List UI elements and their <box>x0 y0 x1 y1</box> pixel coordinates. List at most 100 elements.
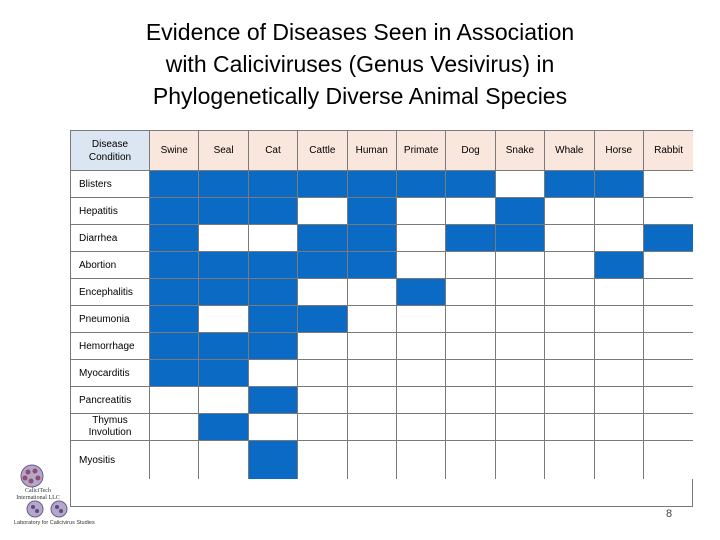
presence-cell-filled <box>199 171 249 198</box>
column-header: Swine <box>150 131 200 171</box>
row-label: Myocarditis <box>71 360 150 387</box>
logo-line-2: International LLC <box>16 495 60 501</box>
presence-cell-filled <box>248 252 299 279</box>
row-label: Abortion <box>71 252 150 279</box>
presence-cell-empty <box>396 414 447 441</box>
presence-cell-filled <box>248 171 299 198</box>
column-header: Whale <box>545 131 595 171</box>
presence-cell-filled <box>347 171 397 198</box>
presence-cell-empty <box>298 360 348 387</box>
row-label-line-1: Thymus <box>92 415 128 426</box>
title-line-1: Evidence of Diseases Seen in Association <box>145 19 575 45</box>
presence-cell-empty <box>594 414 644 441</box>
presence-cell-empty <box>396 333 447 360</box>
slide-title: Evidence of Diseases Seen in Association… <box>60 16 660 112</box>
presence-cell-empty <box>545 279 595 306</box>
presence-cell-filled <box>446 171 496 198</box>
presence-cell-empty <box>594 333 644 360</box>
presence-cell-filled <box>248 306 299 333</box>
logo-caption: CaliciTech International LLC <box>8 488 68 502</box>
presence-cell-empty <box>446 252 496 279</box>
presence-cell-empty <box>446 360 496 387</box>
presence-cell-filled <box>199 279 249 306</box>
presence-cell-empty <box>446 441 496 479</box>
presence-cell-empty <box>298 387 348 414</box>
presence-cell-empty <box>446 333 496 360</box>
presence-cell-filled <box>150 171 200 198</box>
title-line-3: Phylogenetically Diverse Animal Species <box>152 83 568 109</box>
presence-cell-empty <box>643 171 694 198</box>
presence-cell-filled <box>248 198 299 225</box>
presence-cell-empty <box>298 441 348 479</box>
presence-cell-filled <box>594 171 644 198</box>
presence-cell-empty <box>594 279 644 306</box>
presence-cell-empty <box>545 414 595 441</box>
presence-cell-empty <box>545 333 595 360</box>
presence-cell-empty <box>446 414 496 441</box>
presence-cell-filled <box>248 333 299 360</box>
presence-cell-filled <box>199 198 249 225</box>
presence-cell-empty <box>248 414 299 441</box>
virus-logo-icon <box>20 464 44 488</box>
presence-cell-filled <box>347 252 397 279</box>
row-label: Thymus Involution <box>71 414 150 441</box>
presence-cell-filled <box>298 225 348 252</box>
presence-cell-empty <box>495 441 546 479</box>
presence-cell-empty <box>150 441 200 479</box>
presence-cell-filled <box>347 225 397 252</box>
presence-cell-empty <box>396 441 447 479</box>
presence-cell-empty <box>643 279 694 306</box>
presence-cell-empty <box>396 198 447 225</box>
presence-cell-filled <box>495 198 546 225</box>
presence-cell-empty <box>199 387 249 414</box>
presence-cell-empty <box>643 414 694 441</box>
column-header: Rabbit <box>643 131 694 171</box>
presence-cell-empty <box>545 225 595 252</box>
presence-cell-empty <box>495 360 546 387</box>
column-header: Human <box>347 131 397 171</box>
presence-cell-empty <box>545 360 595 387</box>
row-label: Encephalitis <box>71 279 150 306</box>
presence-cell-empty <box>150 387 200 414</box>
presence-cell-empty <box>199 225 249 252</box>
presence-cell-empty <box>495 279 546 306</box>
presence-cell-empty <box>396 306 447 333</box>
presence-cell-empty <box>594 387 644 414</box>
presence-cell-empty <box>446 306 496 333</box>
presence-cell-filled <box>594 252 644 279</box>
presence-cell-empty <box>545 441 595 479</box>
footer-text: Laboratory for Calicivirus Studies <box>14 520 95 526</box>
presence-cell-empty <box>347 387 397 414</box>
presence-cell-filled <box>150 333 200 360</box>
presence-cell-filled <box>446 225 496 252</box>
presence-cell-filled <box>248 279 299 306</box>
row-label: Diarrhea <box>71 225 150 252</box>
presence-cell-filled <box>396 171 447 198</box>
row-label: Myositis <box>71 441 150 479</box>
presence-cell-filled <box>150 279 200 306</box>
presence-cell-empty <box>545 252 595 279</box>
presence-cell-filled <box>199 414 249 441</box>
presence-cell-empty <box>643 306 694 333</box>
presence-cell-empty <box>347 441 397 479</box>
presence-cell-empty <box>594 360 644 387</box>
column-header: Seal <box>199 131 249 171</box>
presence-cell-empty <box>347 279 397 306</box>
row-label: Blisters <box>71 171 150 198</box>
column-header: Snake <box>495 131 546 171</box>
presence-cell-empty <box>248 360 299 387</box>
row-label-line-2: Involution <box>88 427 132 438</box>
presence-cell-filled <box>150 360 200 387</box>
presence-cell-empty <box>495 252 546 279</box>
disease-species-table: Disease Condition Swine Seal Cat Cattle Huma… <box>70 130 694 507</box>
presence-cell-empty <box>396 225 447 252</box>
row-label: Pancreatitis <box>71 387 150 414</box>
presence-cell-filled <box>150 198 200 225</box>
page-number: 8 <box>666 508 673 520</box>
presence-cell-empty <box>545 387 595 414</box>
lab-logos-icon <box>26 500 68 518</box>
presence-cell-empty <box>298 333 348 360</box>
column-header: Cattle <box>298 131 348 171</box>
presence-cell-empty <box>396 360 447 387</box>
presence-cell-filled <box>545 171 595 198</box>
